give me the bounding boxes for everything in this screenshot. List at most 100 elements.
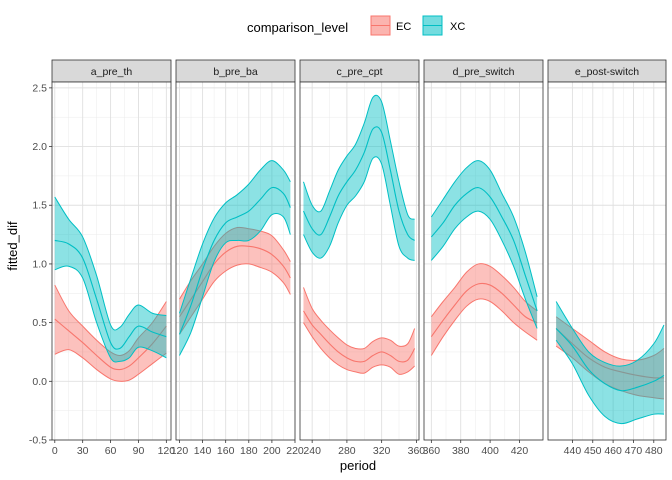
y-tick-label: 0.0 <box>32 376 47 388</box>
panel-border <box>175 81 296 441</box>
y-tick-label: 0.5 <box>32 317 47 329</box>
x-tick-label: 480 <box>645 445 663 457</box>
x-tick-label: 240 <box>303 445 321 457</box>
panel-border <box>51 81 172 441</box>
legend-label-xc: XC <box>450 21 465 33</box>
lower-bound-line-xc <box>179 212 291 356</box>
lower-bound-line-ec <box>430 298 538 356</box>
fit-line-ec <box>303 310 416 363</box>
strip-label: e_post-switch <box>575 66 639 78</box>
lower-bound-line-ec <box>303 322 415 375</box>
fit-line-ec <box>430 282 538 338</box>
upper-bound-line-xc <box>178 160 291 314</box>
fit-line-xc <box>178 186 291 335</box>
x-tick-label: 0 <box>52 445 58 457</box>
x-tick-label: 420 <box>511 445 529 457</box>
panel-c_pre_cpt: c_pre_cpt 240 280 320 360 <box>299 59 426 457</box>
upper-bound-line-ec <box>303 287 416 350</box>
y-axis-title: fitted_dif <box>5 221 20 271</box>
ribbon-xc <box>303 95 415 261</box>
panels: -0.5 0.0 0.5 1.0 1.5 2.0 2.5 a_pre_th 0 30 60 90 120… <box>29 59 667 457</box>
panel-border <box>547 81 667 441</box>
legend-label-ec: EC <box>396 21 411 33</box>
x-tick-label: 440 <box>564 445 582 457</box>
legend-title: comparison_level <box>247 20 348 35</box>
ribbon-ec <box>431 263 538 356</box>
upper-bound-line-xc <box>430 160 538 297</box>
upper-bound-line-ec <box>54 284 167 356</box>
strip-label: b_pre_ba <box>213 66 258 78</box>
panel-plot-area <box>54 196 167 382</box>
upper-bound-line-xc <box>303 94 415 220</box>
x-tick-label: 30 <box>77 445 89 457</box>
x-tick-label: 460 <box>604 445 622 457</box>
upper-bound-line-ec <box>430 263 538 318</box>
x-tick-label: 360 <box>408 445 426 457</box>
x-tick-label: 280 <box>338 445 356 457</box>
strip-label: a_pre_th <box>91 66 133 78</box>
panel-plot-area <box>178 160 291 356</box>
fit-line-ec <box>555 328 664 379</box>
y-tick-label: 2.5 <box>32 82 47 94</box>
panel-plot-area <box>555 301 665 425</box>
ribbon-ec <box>556 316 664 399</box>
ribbon-xc <box>179 160 291 356</box>
x-tick-label: 360 <box>423 445 441 457</box>
panel-background <box>548 82 666 440</box>
x-tick-label: 140 <box>194 445 212 457</box>
ribbon-ec <box>179 227 291 335</box>
lower-bound-line-xc <box>555 339 664 425</box>
x-tick-label: 90 <box>133 445 145 457</box>
legend-key-xc: XC <box>422 15 465 36</box>
x-axis-title: period <box>340 458 376 473</box>
panel-a_pre_th: a_pre_th 0 30 60 90 120 <box>51 59 176 457</box>
x-tick-label: 380 <box>452 445 470 457</box>
upper-bound-line-xc <box>555 301 665 367</box>
panel-border <box>423 81 544 441</box>
fit-line-xc <box>555 328 665 392</box>
x-tick-label: 160 <box>217 445 235 457</box>
fit-line-xc <box>302 126 416 241</box>
fit-line-xc <box>430 187 538 312</box>
upper-bound-line-xc <box>54 196 167 331</box>
panel-b_pre_ba: b_pre_ba 120 140 160 180 200 220 <box>171 59 304 457</box>
y-tick-label: -0.5 <box>29 435 47 447</box>
x-tick-label: 450 <box>584 445 602 457</box>
panel-e_post-switch: e_post-switch 440 450 460 470 480 <box>547 59 667 457</box>
y-tick-label: 2.0 <box>32 141 47 153</box>
lower-bound-line-xc <box>303 156 415 261</box>
lower-bound-line-xc <box>54 265 167 363</box>
panel-d_pre_switch: d_pre_switch 360 380 400 420 <box>423 59 544 457</box>
lower-bound-line-ec <box>54 349 167 382</box>
panel-background <box>424 82 543 440</box>
panel-plot-area <box>302 94 416 375</box>
y-tick-label: 1.0 <box>32 258 47 270</box>
panel-background <box>176 82 295 440</box>
x-tick-label: 120 <box>158 445 176 457</box>
panel-plot-area <box>430 160 538 356</box>
panel-background <box>52 82 171 440</box>
x-tick-label: 220 <box>286 445 304 457</box>
fit-line-ec <box>179 245 291 318</box>
upper-bound-line-ec <box>179 226 291 300</box>
fit-line-ec <box>54 318 167 371</box>
strip-label: c_pre_cpt <box>336 66 382 78</box>
ribbon-ec <box>303 287 415 375</box>
panel-border <box>299 81 420 441</box>
x-tick-label: 120 <box>171 445 189 457</box>
ribbon-xc <box>54 197 167 363</box>
legend-key-ec: EC <box>370 15 411 36</box>
x-tick-label: 60 <box>105 445 117 457</box>
x-tick-label: 200 <box>263 445 281 457</box>
fit-line-xc <box>54 239 167 350</box>
x-tick-label: 180 <box>240 445 258 457</box>
x-tick-label: 470 <box>625 445 643 457</box>
lower-bound-line-xc <box>430 210 538 329</box>
lower-bound-line-ec <box>179 263 291 335</box>
x-tick-label: 400 <box>481 445 499 457</box>
strip-label: d_pre_switch <box>453 66 515 78</box>
upper-bound-line-ec <box>555 316 665 361</box>
ribbon-xc <box>556 301 664 424</box>
legend: comparison_level EC XC <box>247 15 465 36</box>
